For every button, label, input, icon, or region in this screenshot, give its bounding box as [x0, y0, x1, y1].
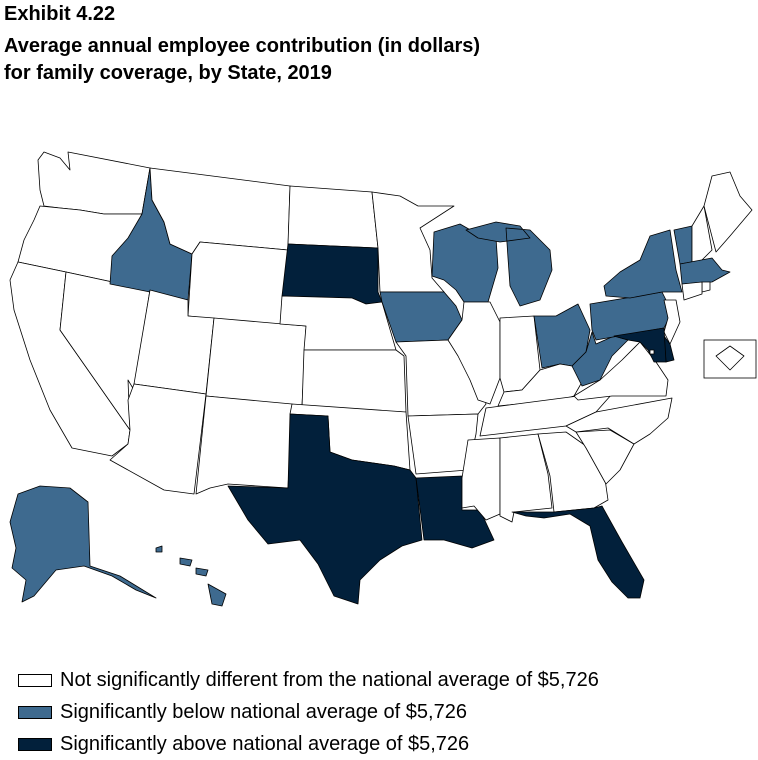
legend-swatch-below — [18, 705, 52, 719]
state-nc[interactable] — [565, 397, 673, 445]
state-ct[interactable] — [681, 281, 703, 301]
state-vt[interactable] — [673, 225, 693, 265]
map-legend: Not significantly different from the nat… — [18, 664, 599, 760]
legend-item-not-significant: Not significantly different from the nat… — [18, 664, 599, 696]
legend-item-above: Significantly above national average of … — [18, 728, 599, 760]
exhibit-number: Exhibit 4.22 — [4, 3, 116, 25]
state-nd[interactable] — [287, 185, 379, 249]
title-line-1: Average annual employee contribution (in… — [4, 35, 481, 57]
state-il[interactable] — [447, 301, 501, 405]
state-sd[interactable] — [281, 243, 383, 305]
state-nm[interactable] — [195, 395, 293, 495]
state-az[interactable] — [109, 383, 207, 495]
state-ri[interactable] — [701, 281, 711, 293]
legend-label-above: Significantly above national average of … — [60, 732, 470, 755]
dc-inset-shape[interactable] — [715, 345, 745, 371]
state-dc[interactable] — [649, 349, 655, 355]
state-tx[interactable] — [227, 413, 423, 605]
state-nh[interactable] — [691, 205, 713, 263]
state-va[interactable] — [573, 341, 669, 401]
state-wa[interactable] — [37, 151, 151, 215]
state-ga[interactable] — [537, 431, 609, 513]
map-title: Average annual employee contribution (in… — [4, 33, 744, 87]
legend-swatch-not-significant — [18, 673, 52, 687]
state-me[interactable] — [703, 171, 753, 253]
state-ms[interactable] — [461, 437, 501, 521]
state-ks[interactable] — [301, 349, 407, 413]
state-hi[interactable] — [155, 545, 227, 607]
state-mn[interactable] — [371, 191, 455, 293]
state-fl[interactable] — [511, 505, 645, 599]
state-wy[interactable] — [187, 241, 289, 327]
legend-label-below: Significantly below national average of … — [60, 700, 467, 723]
state-co[interactable] — [205, 317, 307, 407]
us-state-map: DC — [9, 151, 757, 607]
title-line-2: for family coverage, by State, 2019 — [4, 62, 332, 84]
state-ia[interactable] — [379, 291, 463, 343]
state-ny[interactable] — [603, 229, 683, 299]
state-mt[interactable] — [149, 167, 291, 255]
state-ak[interactable] — [9, 485, 157, 603]
legend-swatch-above — [18, 737, 52, 751]
legend-label-not-significant: Not significantly different from the nat… — [60, 668, 599, 691]
state-mi[interactable] — [465, 221, 553, 307]
legend-item-below: Significantly below national average of … — [18, 696, 599, 728]
state-sc[interactable] — [575, 429, 635, 485]
